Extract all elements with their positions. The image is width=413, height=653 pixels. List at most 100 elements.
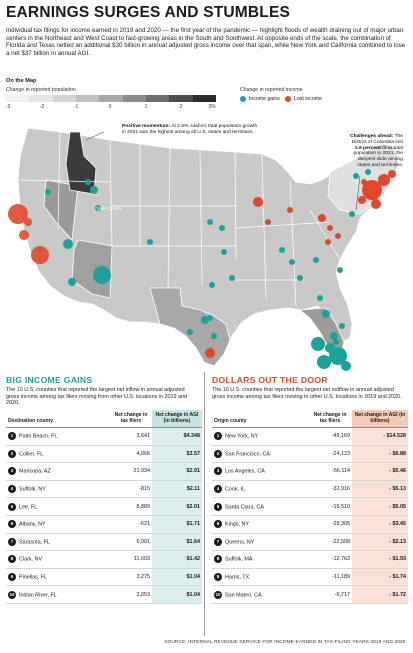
table-row: 7 Sarasota, FL 6,001 $1.64 — [6, 533, 202, 552]
county-cell: 9 Harris, TX — [212, 568, 308, 587]
agi-cell: - $2.13 — [352, 533, 408, 552]
rank-badge: 1 — [214, 432, 222, 441]
bubble-gain — [187, 329, 193, 335]
county-cell: 1 New York, NY — [212, 427, 308, 446]
bubble-gain — [211, 333, 217, 339]
county-name: Indian River, FL — [19, 592, 57, 599]
rank-badge: 10 — [214, 590, 222, 599]
on-the-map-heading: On the Map — [6, 78, 37, 84]
county-name: Collier, FL — [19, 451, 44, 458]
filers-cell: 11,603 — [110, 550, 152, 569]
filers-cell: 4,066 — [110, 445, 152, 464]
legend-income-gains: Income gains — [240, 96, 280, 102]
county-name: Sarasota, FL — [19, 539, 50, 546]
agi-cell: - $1.93 — [352, 550, 408, 569]
dc-anno-bold: Challenges ahead: — [350, 134, 394, 139]
county-name: Maricopa, AZ — [19, 468, 51, 475]
bubble-gain — [221, 249, 227, 255]
bubble-gain — [353, 173, 359, 179]
bubble-gain — [330, 332, 338, 340]
source-note: SOURCE: INTERNAL REVENUE SERVICE FOR INC… — [164, 640, 407, 645]
county-name: New York, NY — [225, 433, 259, 440]
bubble-gain — [289, 259, 295, 265]
county-cell: 5 Lee, FL — [6, 497, 110, 516]
bubble-gain — [297, 275, 303, 281]
table-row: 2 San Francisco, CA -24,123- $6.88 — [212, 445, 408, 464]
table-row: 10 San Mateo, CA -6,717- $1.72 — [212, 585, 408, 604]
rank-badge: 3 — [8, 467, 16, 476]
loss-dot-icon — [285, 96, 291, 102]
filers-cell: 3,275 — [110, 568, 152, 587]
scale-tick: 2 — [179, 104, 183, 110]
bubble-gain — [337, 267, 343, 273]
table-row: 6 Albany, NY -621 $1.71 — [6, 515, 202, 534]
bubble-gain — [317, 355, 331, 369]
table-row: 4 Cook, IL -32,916- $5.13 — [212, 480, 408, 499]
agi-cell: $2.01 — [152, 497, 202, 516]
agi-cell: $1.04 — [152, 585, 202, 604]
losses-table: Origin county Net change in tax filers N… — [212, 410, 408, 604]
filers-cell: -815 — [110, 480, 152, 499]
scale-tick: -2 — [39, 104, 45, 110]
bubble-loss — [388, 170, 396, 178]
filers-cell: 2,053 — [110, 585, 152, 604]
bubble-loss — [8, 204, 28, 224]
filers-cell: -32,916 — [308, 480, 352, 499]
county-cell: 9 Pinellas, FL — [6, 568, 110, 587]
table-row: 7 Queens, NY -22,508- $2.13 — [212, 533, 408, 552]
us-map — [0, 110, 413, 375]
table-row: 10 Indian River, FL 2,053 $1.04 — [6, 585, 202, 604]
dc-anno-text-1: The District of Columbia lost — [351, 134, 403, 145]
population-color-scale — [6, 95, 216, 102]
rank-badge: 7 — [8, 537, 16, 546]
agi-cell: - $6.88 — [352, 445, 408, 464]
us-map-svg — [8, 127, 399, 371]
county-cell: 2 Collier, FL — [6, 445, 110, 464]
rank-badge: 4 — [214, 485, 222, 494]
agi-cell: - $1.72 — [352, 585, 408, 604]
rank-badge: 9 — [8, 573, 16, 582]
bubble-loss — [287, 207, 293, 213]
income-bubbles — [8, 169, 396, 371]
section-divider — [204, 372, 205, 636]
rank-badge: 6 — [8, 520, 16, 529]
bubble-loss — [358, 196, 366, 204]
table-row: 3 Los Angeles, CA -56,114- $5.46 — [212, 462, 408, 481]
bubble-gain — [341, 361, 351, 371]
agi-cell: $1.42 — [152, 550, 202, 569]
scale-tick: 3% — [208, 104, 216, 110]
table-row: 2 Collier, FL 4,066 $3.57 — [6, 445, 202, 464]
county-name: Queens, NY — [225, 539, 255, 546]
filers-cell: 8,889 — [110, 497, 152, 516]
losses-col-filers: Net change in tax filers — [308, 410, 352, 428]
agi-cell: $2.11 — [152, 480, 202, 499]
losses-col-county: Origin county — [212, 410, 308, 428]
bubble-gain — [85, 179, 91, 185]
idaho-annotation: Positive momentum: At 2.9%, Idaho's tota… — [122, 124, 262, 136]
filers-cell: 6,001 — [110, 533, 152, 552]
bubble-loss — [31, 246, 49, 264]
filers-cell: -49,169 — [308, 427, 352, 446]
scale-tick: 0 — [108, 104, 112, 110]
agi-cell: - $5.46 — [352, 462, 408, 481]
county-cell: 10 Indian River, FL — [6, 585, 110, 604]
losses-title: DOLLARS OUT THE DOOR — [212, 375, 328, 385]
bubble-loss — [335, 233, 341, 239]
county-name: Palm Beach, FL — [19, 433, 58, 440]
bubble-gain — [229, 275, 235, 281]
county-name: San Francisco, CA — [225, 451, 270, 458]
population-scale-ticks: -3 -2 -1 0 1 2 3% — [6, 104, 216, 112]
county-name: Los Angeles, CA — [225, 468, 265, 475]
county-cell: 8 Clark, NV — [6, 550, 110, 569]
bubble-loss — [327, 225, 333, 231]
scale-tick: 1 — [144, 104, 148, 110]
county-cell: 3 Los Angeles, CA — [212, 462, 308, 481]
bubble-gain — [313, 257, 319, 263]
bubble-gain — [329, 347, 347, 365]
bubble-gain — [45, 189, 51, 195]
bubble-loss — [253, 197, 263, 207]
filers-cell: -12,763 — [308, 550, 352, 569]
rank-badge: 10 — [8, 590, 16, 599]
gains-description: The 10 U.S. counties that reported the l… — [6, 387, 187, 407]
bubble-gain — [279, 247, 285, 253]
